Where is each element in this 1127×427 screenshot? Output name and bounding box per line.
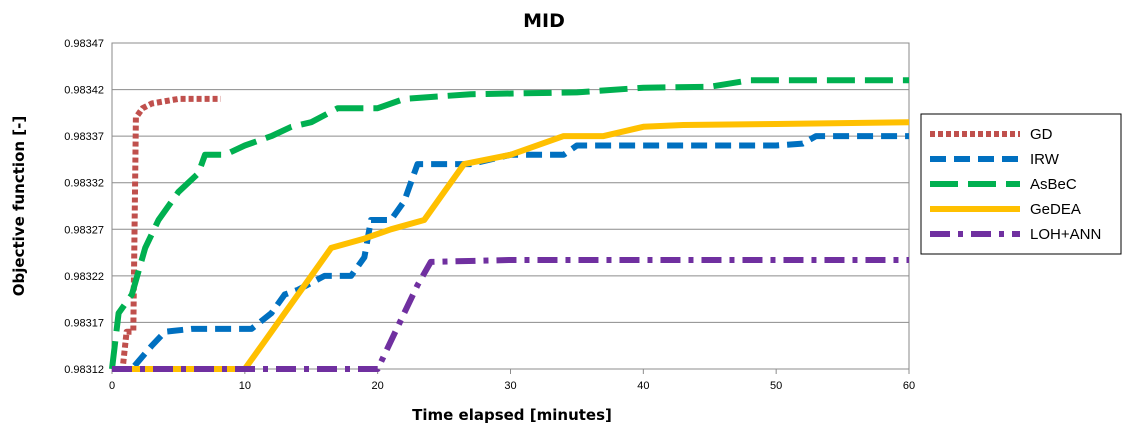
plot-area (111, 42, 910, 370)
y-axis-title: Objective function [-] (10, 116, 28, 296)
y-tick-label: 0.98322 (64, 271, 104, 283)
x-tick-label: 40 (637, 380, 649, 392)
y-tick-label: 0.98317 (64, 317, 104, 329)
y-tick-label: 0.98327 (64, 224, 104, 236)
legend-items: GD IRW AsBeC GeDEA LOH+ANN (930, 126, 1101, 243)
series-layer (109, 77, 910, 372)
y-tick-label: 0.98312 (64, 364, 104, 376)
y-tick-label: 0.98347 (64, 38, 104, 50)
y-tick-labels: 0.98312 0.98317 0.98322 0.98327 0.98332 0.983… (64, 38, 104, 376)
y-tick-label: 0.98337 (64, 131, 104, 143)
x-tick-label: 0 (109, 380, 115, 392)
x-axis-title: Time elapsed [minutes] (412, 406, 612, 424)
x-tick-label: 60 (903, 380, 915, 392)
x-tick-label: 50 (770, 380, 782, 392)
legend-label: IRW (1030, 151, 1060, 168)
y-tick-label: 0.98342 (64, 85, 104, 97)
x-tick-label: 30 (504, 380, 516, 392)
legend-label: GeDEA (1030, 201, 1081, 218)
x-tick-label: 20 (372, 380, 384, 392)
legend: GD IRW AsBeC GeDEA LOH+ANN (920, 113, 1122, 255)
series-gedea-line (112, 119, 910, 372)
legend-label: GD (1030, 126, 1053, 143)
series-gd-line (112, 95, 221, 372)
series-loh-ann-line (112, 257, 909, 372)
legend-label: LOH+ANN (1030, 226, 1101, 243)
y-tick-label: 0.98332 (64, 178, 104, 190)
legend-label: AsBeC (1030, 176, 1077, 193)
chart-title: MID (523, 10, 565, 32)
x-tick-label: 10 (239, 380, 251, 392)
x-tick-labels: 0 10 20 30 40 50 60 (109, 380, 915, 392)
series-asbec-line (109, 77, 909, 370)
